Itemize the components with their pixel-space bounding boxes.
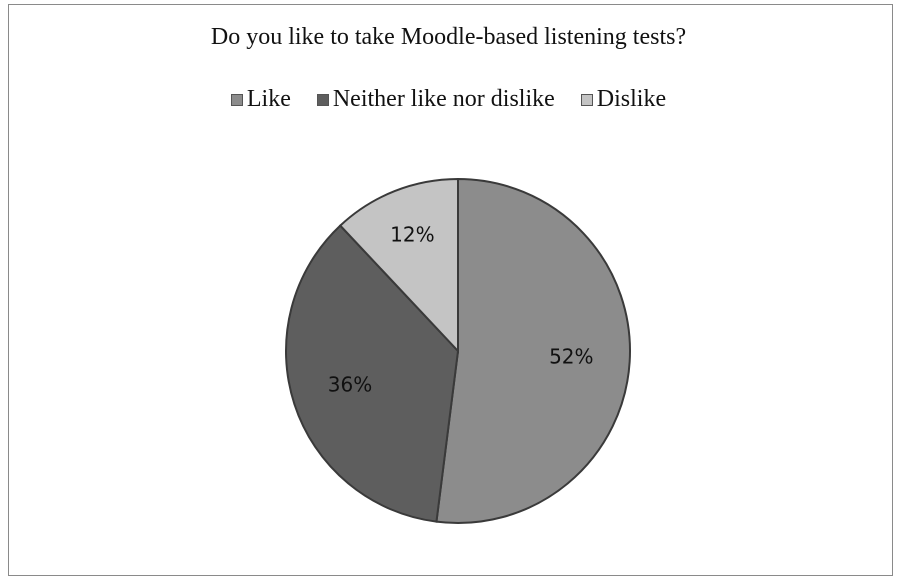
chart-title: Do you like to take Moodle-based listeni…	[210, 24, 687, 50]
legend-item-like: Like	[230, 86, 291, 113]
legend-swatch-like	[230, 93, 243, 106]
legend-label-neither: Neither like nor dislike	[332, 86, 555, 112]
pie-slice-like	[435, 177, 631, 524]
data-label-neither: 36%	[328, 373, 372, 397]
legend-swatch-dislike	[580, 93, 593, 106]
data-label-like: 52%	[549, 345, 593, 369]
legend-label-dislike: Dislike	[596, 86, 667, 112]
data-label-dislike: 12%	[390, 222, 434, 246]
legend-item-dislike: Dislike	[580, 86, 667, 113]
legend-label-like: Like	[246, 86, 291, 112]
legend-swatch-neither	[316, 93, 329, 106]
pie-slice-dislike	[338, 177, 459, 354]
legend: Like Neither like nor dislike Dislike	[0, 86, 897, 113]
legend-item-neither: Neither like nor dislike	[316, 86, 555, 113]
pie-slice-neither	[284, 224, 460, 523]
